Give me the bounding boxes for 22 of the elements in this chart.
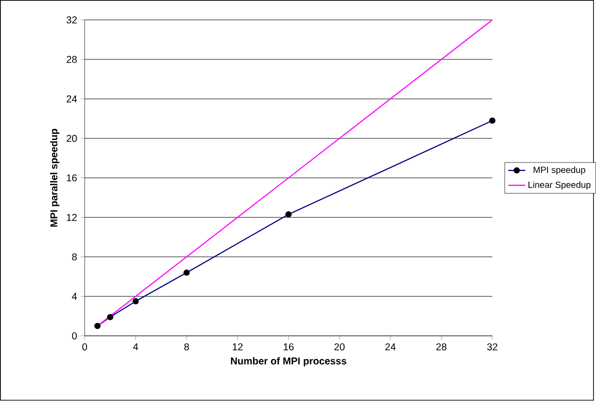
x-tick-label: 32 (487, 344, 498, 351)
y-tick-label: 20 (66, 135, 77, 142)
y-tick-label: 24 (66, 96, 77, 103)
x-tick-label: 8 (184, 344, 189, 351)
y-tick-label: 12 (66, 214, 77, 222)
y-tick-label: 32 (66, 16, 77, 24)
y-tick-label: 0 (72, 332, 77, 340)
y-tick-label: 28 (66, 56, 77, 64)
x-tick-label: 28 (436, 344, 446, 351)
x-tick-label: 4 (133, 344, 138, 350)
x-tick-label: 20 (334, 344, 345, 351)
y-tick-label: 16 (66, 174, 77, 182)
y-tick-label: 4 (72, 293, 77, 300)
x-tick-label: 12 (232, 344, 243, 350)
y-tick-label: 8 (72, 254, 77, 261)
legend-label: Linear Speedup (528, 182, 590, 190)
x-tick-label: 24 (385, 344, 396, 350)
y-axis-title: MPI parallel speedup (50, 129, 60, 227)
x-tick-label: 16 (284, 344, 294, 351)
x-axis-title: Number of MPI processs (230, 357, 346, 367)
x-tick-label: 0 (82, 344, 88, 351)
legend-label: MPI speedup (534, 166, 586, 175)
